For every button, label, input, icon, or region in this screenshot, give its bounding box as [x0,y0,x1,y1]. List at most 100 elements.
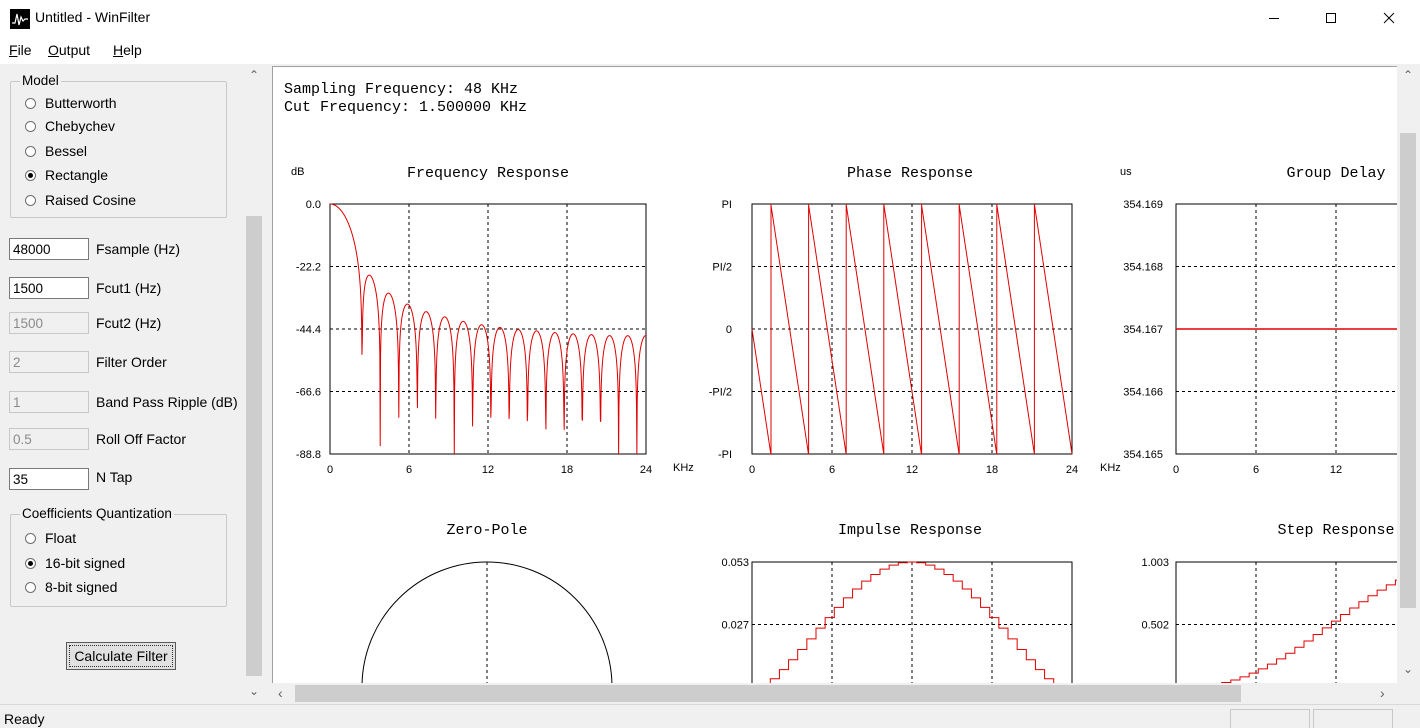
step-response-ytick: 1.003 [1141,557,1169,569]
group-delay-ytick: 354.166 [1123,387,1163,399]
left-panel-scrollbar[interactable]: ⌃ ⌄ [244,64,264,704]
phase-response-xtick: 6 [829,464,835,476]
frequency-response-xtick: 6 [406,464,412,476]
impulse-response-title: Impulse Response [838,522,982,539]
phase-response-trace [751,204,1073,456]
scroll-down-icon[interactable]: ⌄ [249,684,260,698]
phase-response-grid [751,203,1073,455]
minimize-icon [1269,18,1279,19]
menu-file[interactable]: File [9,42,32,58]
radio-chebychev[interactable]: Chebychev [25,117,115,135]
radio-dot [25,97,36,109]
maximize-button[interactable] [1302,0,1360,36]
step-response-grid [1175,561,1398,684]
frequency-response-ytick: -22.2 [296,262,321,274]
step-response-ytick: 0.502 [1141,620,1169,632]
group-delay-xtick: 0 [1173,464,1179,476]
window-title: Untitled - WinFilter [35,9,151,25]
frequency-response-xtick: 18 [561,464,573,476]
phase-response-ytick: -PI [718,449,732,461]
scroll-up-icon[interactable]: ⌃ [249,68,260,82]
scroll-up-icon[interactable]: ⌃ [1403,68,1414,82]
frequency-response-xtick: 24 [640,464,652,476]
plot-vertical-scroll-thumb[interactable] [1400,133,1416,608]
ntap-input[interactable]: 35 [9,468,89,490]
impulse-response-grid [751,561,1073,684]
settings-panel: Model Butterworth Chebychev Bessel Recta… [0,64,244,704]
frequency-response-trace [329,203,647,455]
scroll-left-icon[interactable]: ‹ [278,685,283,701]
phase-response-xlabel: KHz [1100,462,1121,474]
close-icon [1383,12,1395,24]
zero-pole-title: Zero-Pole [446,522,527,539]
status-panel [1313,709,1393,728]
frequency-response-ylabel: dB [291,166,304,178]
scroll-right-icon[interactable]: › [1380,685,1385,701]
radio-raised-cosine[interactable]: Raised Cosine [25,191,136,209]
fsample-input[interactable]: 48000 [9,238,89,260]
status-text: Ready [4,711,45,727]
calculate-filter-button[interactable]: Calculate Filter [66,642,176,670]
rolloff-input: 0.5 [9,428,89,450]
radio-dot-selected [25,169,36,181]
frequency-response-xtick: 12 [482,464,494,476]
status-panel [1230,709,1310,728]
quantization-group: Coefficients Quantization Float 16-bit s… [10,506,227,607]
frequency-response-grid [329,203,647,455]
plot-horizontal-scroll-thumb[interactable] [295,685,1241,702]
minimize-button[interactable] [1245,0,1303,36]
radio-butterworth[interactable]: Butterworth [25,94,117,112]
radio-float[interactable]: Float [25,529,76,547]
radio-dot [25,145,36,157]
phase-response-xtick: 12 [906,464,918,476]
radio-bessel[interactable]: Bessel [25,142,87,160]
impulse-response-ytick: 0.027 [721,620,749,632]
plot-area: Sampling Frequency: 48 KHz Cut Frequency… [272,66,1398,684]
frequency-response-ytick: -44.4 [296,324,321,336]
impulse-response-ytick: 0.053 [721,557,749,569]
menu-help[interactable]: Help [113,42,142,58]
menu-output[interactable]: Output [48,42,91,58]
response-plots: Frequency Response dB KHz 0.0 -22.2 -44.4 -66.… [291,165,1398,684]
radio-rectangle[interactable]: Rectangle [25,166,108,184]
plot-horizontal-scrollbar[interactable]: ‹ › [272,683,1397,704]
menu-bar: File Output Help [0,36,1420,64]
fcut1-label: Fcut1 (Hz) [96,280,162,296]
status-bar: Ready [0,704,1420,728]
frequency-response-xlabel: KHz [673,462,694,474]
fcut1-input[interactable]: 1500 [9,277,89,299]
model-group-label: Model [20,73,61,88]
left-panel-scroll-thumb[interactable] [246,216,262,676]
group-delay-xtick: 12 [1330,464,1342,476]
radio-16bit[interactable]: 16-bit signed [25,554,125,572]
cut-frequency-text: Cut Frequency: 1.500000 KHz [284,98,528,116]
radio-dot [25,581,36,593]
phase-response-ytick: -PI/2 [709,387,732,399]
step-response-title: Step Response [1277,522,1394,539]
frequency-response-title: Frequency Response [407,165,569,182]
phase-response-xtick: 0 [749,464,755,476]
frequency-response-xtick: 0 [327,464,333,476]
radio-dot-selected [25,557,36,569]
scroll-down-icon[interactable]: ⌄ [1403,662,1414,676]
quantization-group-label: Coefficients Quantization [20,506,174,521]
group-delay-title: Group Delay [1286,165,1385,182]
fsample-label: Fsample (Hz) [96,241,181,257]
ripple-input: 1 [9,391,89,413]
group-delay-ytick: 354.165 [1123,449,1163,461]
filter-order-input: 2 [9,351,89,373]
phase-response-title: Phase Response [847,165,973,182]
step-response-trace [1221,579,1398,684]
ripple-label: Band Pass Ripple (dB) [96,394,238,410]
group-delay-ytick: 354.168 [1123,262,1163,274]
frequency-response-ytick: -66.6 [296,387,321,399]
impulse-response-trace [769,561,1055,684]
plot-frame [1175,561,1398,684]
scrollbar-corner [1397,683,1419,704]
frequency-response-ytick: 0.0 [306,199,321,211]
fcut2-input: 1500 [9,312,89,334]
close-button[interactable] [1360,0,1418,36]
filter-order-label: Filter Order [96,354,167,370]
plot-vertical-scrollbar[interactable]: ⌃ ⌄ [1397,66,1419,683]
radio-8bit[interactable]: 8-bit signed [25,578,117,596]
